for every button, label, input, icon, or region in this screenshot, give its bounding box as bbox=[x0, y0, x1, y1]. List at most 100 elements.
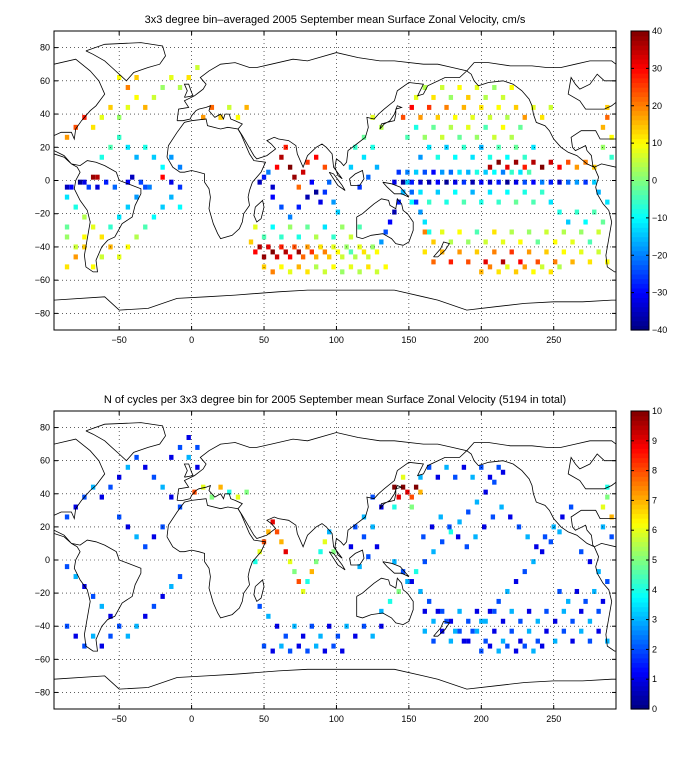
data-cell bbox=[496, 464, 501, 470]
data-cell bbox=[453, 189, 458, 195]
data-cell bbox=[496, 598, 501, 604]
data-cell bbox=[169, 584, 174, 589]
colorbar-swatch bbox=[631, 255, 649, 261]
data-cell bbox=[227, 104, 232, 110]
colorbar-swatch bbox=[631, 485, 649, 491]
x-tick-label: 100 bbox=[329, 335, 344, 345]
data-cell bbox=[431, 638, 436, 644]
data-cell bbox=[73, 633, 78, 639]
data-cell bbox=[496, 648, 501, 654]
data-cell bbox=[426, 598, 432, 604]
data-cell bbox=[117, 623, 122, 629]
x-tick-label: 150 bbox=[401, 714, 416, 724]
data-cell bbox=[257, 179, 262, 185]
data-cell bbox=[331, 643, 336, 649]
data-cell bbox=[596, 569, 601, 575]
data-cell bbox=[453, 154, 458, 160]
data-cell bbox=[526, 229, 532, 235]
data-cell bbox=[513, 159, 519, 165]
data-cell bbox=[361, 249, 367, 255]
data-cell bbox=[561, 229, 567, 235]
data-cell bbox=[566, 219, 571, 225]
colorbar-swatch bbox=[631, 96, 649, 102]
data-cell bbox=[421, 534, 426, 540]
data-cell bbox=[422, 169, 427, 175]
data-cell bbox=[496, 104, 501, 110]
data-cell bbox=[64, 264, 70, 270]
data-cell bbox=[370, 244, 375, 250]
colorbar-swatch bbox=[631, 648, 649, 654]
colorbar-swatch bbox=[631, 213, 649, 219]
colorbar-swatch bbox=[631, 541, 649, 547]
data-cell bbox=[151, 534, 157, 540]
data-cell bbox=[392, 179, 397, 185]
data-cell bbox=[201, 484, 206, 490]
data-cell bbox=[160, 593, 165, 599]
colorbar-swatch bbox=[631, 508, 649, 515]
data-cell bbox=[227, 489, 232, 495]
data-cell bbox=[435, 474, 441, 480]
data-cell bbox=[64, 514, 70, 520]
data-cell bbox=[125, 179, 131, 185]
data-cell bbox=[331, 264, 336, 270]
data-cell bbox=[248, 239, 254, 245]
data-cell bbox=[579, 608, 584, 614]
colorbar-swatch bbox=[631, 448, 649, 454]
data-cell bbox=[474, 628, 480, 634]
data-cell bbox=[348, 544, 354, 550]
data-cell bbox=[557, 588, 562, 594]
coastline bbox=[54, 150, 142, 273]
data-cell bbox=[596, 628, 601, 634]
data-cell bbox=[357, 184, 362, 190]
data-cell bbox=[125, 524, 131, 530]
data-cell bbox=[387, 598, 393, 604]
data-cell bbox=[379, 239, 384, 245]
data-cell bbox=[418, 474, 423, 480]
data-cell bbox=[479, 618, 484, 624]
data-cell bbox=[518, 638, 523, 644]
data-cell bbox=[235, 114, 241, 120]
data-cell bbox=[392, 209, 397, 215]
data-cell bbox=[134, 194, 139, 200]
data-cell bbox=[509, 84, 514, 90]
data-cell bbox=[457, 169, 462, 175]
coastline bbox=[349, 549, 365, 566]
data-cell bbox=[566, 179, 571, 185]
data-cell bbox=[605, 579, 610, 585]
data-cell bbox=[605, 199, 610, 205]
colorbar-swatch bbox=[631, 115, 649, 121]
data-cell bbox=[422, 559, 427, 565]
data-cell bbox=[82, 214, 87, 220]
data-cell bbox=[499, 504, 504, 510]
colorbar-swatch bbox=[631, 301, 649, 308]
data-cell bbox=[405, 179, 410, 185]
colorbar-swatch bbox=[631, 138, 649, 144]
data-cell bbox=[99, 603, 104, 609]
data-cell bbox=[322, 269, 328, 275]
coastline bbox=[54, 289, 616, 330]
data-cell bbox=[134, 94, 139, 100]
colorbar-swatch bbox=[631, 438, 649, 445]
data-cell bbox=[383, 264, 388, 270]
colorbar-swatch bbox=[631, 629, 649, 636]
x-tick-label: 50 bbox=[259, 714, 269, 724]
data-cell bbox=[574, 588, 580, 594]
data-cell bbox=[270, 519, 275, 525]
colorbar-swatch bbox=[631, 452, 649, 459]
colorbar-swatch bbox=[631, 620, 649, 626]
data-cell bbox=[413, 94, 419, 100]
data-cell bbox=[257, 603, 262, 609]
data-cell bbox=[461, 638, 467, 644]
data-cell bbox=[396, 199, 401, 205]
colorbar-swatch bbox=[631, 583, 649, 589]
coastline bbox=[466, 60, 616, 168]
data-cell bbox=[370, 494, 375, 500]
data-cell bbox=[570, 618, 575, 624]
data-cell bbox=[474, 84, 480, 90]
colorbar-swatch bbox=[631, 180, 649, 186]
y-tick-label: −80 bbox=[35, 308, 50, 318]
coastline bbox=[85, 422, 166, 462]
data-cell bbox=[522, 569, 527, 575]
colorbar-swatch bbox=[631, 424, 649, 431]
data-cell bbox=[492, 169, 497, 175]
